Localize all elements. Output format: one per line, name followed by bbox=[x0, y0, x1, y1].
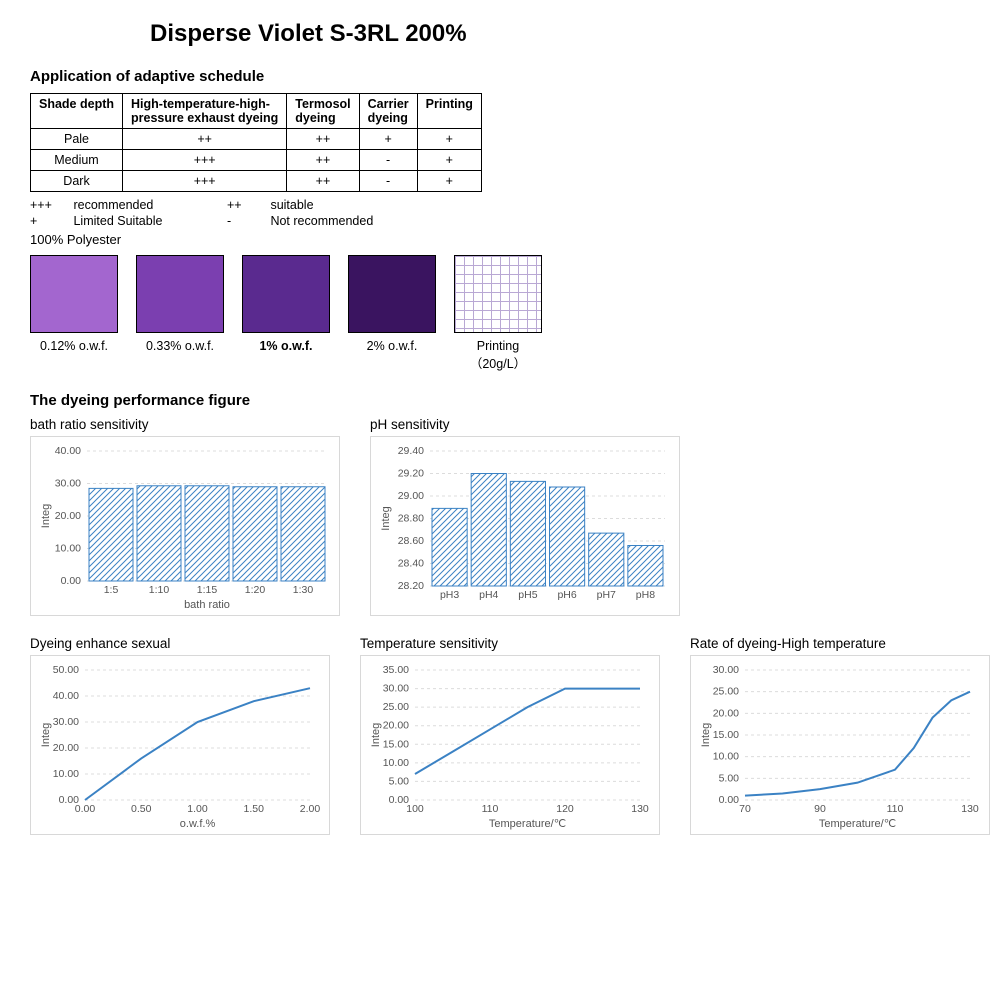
chart-rate: Rate of dyeing-High temperature 0.005.00… bbox=[690, 636, 990, 835]
table-header: Carrierdyeing bbox=[359, 94, 417, 129]
svg-text:pH8: pH8 bbox=[636, 589, 655, 601]
svg-text:1:15: 1:15 bbox=[197, 584, 218, 596]
svg-text:15.00: 15.00 bbox=[383, 738, 409, 750]
section-performance-heading: The dyeing performance figure bbox=[30, 392, 960, 409]
svg-text:130: 130 bbox=[631, 803, 649, 815]
legend-row-1: +++ recommended ++ suitable bbox=[30, 198, 960, 212]
svg-text:28.80: 28.80 bbox=[398, 513, 424, 525]
svg-text:2.00: 2.00 bbox=[300, 803, 321, 815]
svg-text:0.00: 0.00 bbox=[719, 794, 740, 806]
swatch: 0.33% o.w.f. bbox=[136, 255, 224, 372]
svg-text:28.60: 28.60 bbox=[398, 535, 424, 547]
svg-text:20.00: 20.00 bbox=[55, 510, 81, 522]
svg-text:Integ: Integ bbox=[700, 723, 712, 747]
legend-row-2: + Limited Suitable - Not recommended bbox=[30, 214, 960, 228]
svg-text:25.00: 25.00 bbox=[713, 686, 739, 698]
svg-text:0.00: 0.00 bbox=[61, 575, 82, 587]
svg-text:20.00: 20.00 bbox=[713, 707, 739, 719]
svg-text:50.00: 50.00 bbox=[53, 664, 79, 676]
svg-text:5.00: 5.00 bbox=[719, 772, 740, 784]
swatch-row: 0.12% o.w.f.0.33% o.w.f.1% o.w.f.2% o.w.… bbox=[30, 255, 960, 372]
page-title: Disperse Violet S-3RL 200% bbox=[150, 20, 960, 48]
svg-text:Temperature/℃: Temperature/℃ bbox=[489, 818, 566, 830]
svg-text:0.50: 0.50 bbox=[131, 803, 152, 815]
svg-text:29.20: 29.20 bbox=[398, 468, 424, 480]
svg-text:1.00: 1.00 bbox=[187, 803, 208, 815]
svg-text:5.00: 5.00 bbox=[389, 775, 410, 787]
svg-text:20.00: 20.00 bbox=[383, 720, 409, 732]
svg-text:pH4: pH4 bbox=[479, 589, 498, 601]
chart-bath-ratio: bath ratio sensitivity 0.0010.0020.0030.… bbox=[30, 417, 340, 616]
svg-text:o.w.f.%: o.w.f.% bbox=[180, 818, 216, 830]
svg-text:10.00: 10.00 bbox=[55, 543, 81, 555]
chart-ph: pH sensitivity 28.2028.4028.6028.8029.00… bbox=[370, 417, 680, 616]
svg-text:1:20: 1:20 bbox=[245, 584, 266, 596]
svg-text:20.00: 20.00 bbox=[53, 742, 79, 754]
svg-text:15.00: 15.00 bbox=[713, 729, 739, 741]
svg-text:29.40: 29.40 bbox=[398, 445, 424, 457]
svg-text:120: 120 bbox=[556, 803, 574, 815]
svg-text:1.50: 1.50 bbox=[244, 803, 265, 815]
svg-text:pH5: pH5 bbox=[518, 589, 537, 601]
svg-text:30.00: 30.00 bbox=[53, 716, 79, 728]
svg-text:35.00: 35.00 bbox=[383, 664, 409, 676]
polyester-label: 100% Polyester bbox=[30, 232, 960, 247]
svg-text:10.00: 10.00 bbox=[383, 757, 409, 769]
table-header: Shade depth bbox=[31, 94, 123, 129]
chart-temp-sens: Temperature sensitivity 0.005.0010.0015.… bbox=[360, 636, 660, 835]
svg-text:40.00: 40.00 bbox=[53, 690, 79, 702]
svg-text:30.00: 30.00 bbox=[383, 683, 409, 695]
svg-text:bath ratio: bath ratio bbox=[184, 599, 230, 611]
table-header: Termosoldyeing bbox=[287, 94, 359, 129]
svg-text:110: 110 bbox=[482, 803, 499, 815]
svg-text:10.00: 10.00 bbox=[713, 751, 739, 763]
svg-text:Integ: Integ bbox=[380, 506, 392, 530]
table-row: Pale++++++ bbox=[31, 129, 482, 150]
svg-text:30.00: 30.00 bbox=[55, 478, 81, 490]
svg-text:25.00: 25.00 bbox=[383, 701, 409, 713]
svg-text:1:5: 1:5 bbox=[104, 584, 119, 596]
svg-text:Temperature/℃: Temperature/℃ bbox=[819, 818, 896, 830]
svg-text:28.40: 28.40 bbox=[398, 558, 424, 570]
svg-text:0.00: 0.00 bbox=[75, 803, 96, 815]
svg-text:130: 130 bbox=[961, 803, 979, 815]
chart-enhance: Dyeing enhance sexual 0.0010.0020.0030.0… bbox=[30, 636, 330, 835]
svg-text:110: 110 bbox=[887, 803, 904, 815]
svg-text:pH7: pH7 bbox=[597, 589, 616, 601]
svg-text:90: 90 bbox=[814, 803, 826, 815]
svg-text:Integ: Integ bbox=[40, 723, 52, 747]
svg-text:pH3: pH3 bbox=[440, 589, 459, 601]
svg-text:28.20: 28.20 bbox=[398, 580, 424, 592]
swatch: 2% o.w.f. bbox=[348, 255, 436, 372]
svg-text:1:30: 1:30 bbox=[293, 584, 314, 596]
svg-text:29.00: 29.00 bbox=[398, 490, 424, 502]
svg-text:1:10: 1:10 bbox=[149, 584, 170, 596]
application-table: Shade depthHigh-temperature-high-pressur… bbox=[30, 93, 482, 192]
table-header: High-temperature-high-pressure exhaust d… bbox=[123, 94, 287, 129]
svg-text:10.00: 10.00 bbox=[53, 768, 79, 780]
table-row: Medium+++++-+ bbox=[31, 150, 482, 171]
swatch: Printing（20g/L） bbox=[454, 255, 542, 372]
section-application-heading: Application of adaptive schedule bbox=[30, 68, 960, 85]
svg-text:Integ: Integ bbox=[40, 504, 52, 528]
svg-text:70: 70 bbox=[739, 803, 751, 815]
svg-text:100: 100 bbox=[406, 803, 424, 815]
swatch: 1% o.w.f. bbox=[242, 255, 330, 372]
table-header: Printing bbox=[417, 94, 481, 129]
table-row: Dark+++++-+ bbox=[31, 171, 482, 192]
svg-text:40.00: 40.00 bbox=[55, 445, 81, 457]
svg-text:30.00: 30.00 bbox=[713, 664, 739, 676]
svg-text:pH6: pH6 bbox=[557, 589, 576, 601]
swatch: 0.12% o.w.f. bbox=[30, 255, 118, 372]
svg-text:Integ: Integ bbox=[370, 723, 382, 747]
